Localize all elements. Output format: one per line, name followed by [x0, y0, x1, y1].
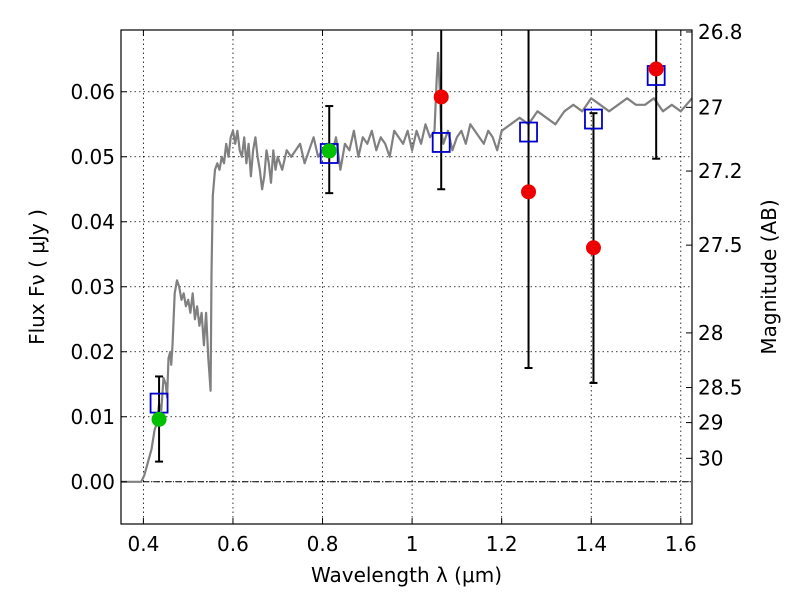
- grid-lines: [121, 30, 692, 524]
- plot-frame: [120, 29, 693, 525]
- nondetection-point: [433, 89, 449, 105]
- x-tick-label: 1.6: [665, 532, 697, 556]
- y-tick-label: 0.01: [70, 405, 115, 429]
- right-tick-label: 28: [698, 321, 723, 345]
- model-point-square: [431, 132, 451, 153]
- nondetection-point: [521, 184, 537, 200]
- y-tick-label: 0.04: [70, 210, 115, 234]
- x-tick-label: 1.2: [486, 532, 518, 556]
- y-tick-label: 0.06: [70, 80, 115, 104]
- plot-area: [121, 30, 693, 483]
- axis-ticks: 0.4 0.6 0.8 1 1.2 1.4 1.6 0.00 0.01 0.02 0.03 0.04 0…: [70, 20, 742, 556]
- detection-point: [321, 143, 337, 159]
- x-tick-label: 0.6: [217, 532, 249, 556]
- model-point-square: [519, 121, 538, 143]
- x-tick-label: 1.4: [575, 532, 607, 556]
- right-axis-label: Magnitude (AB): [757, 199, 781, 354]
- right-tick-label: 27.5: [698, 233, 743, 257]
- right-tick-label: 28.5: [698, 376, 743, 400]
- spectrum-line: [121, 51, 693, 483]
- right-tick-label: 27: [698, 95, 723, 119]
- nondetection-point: [648, 61, 664, 77]
- right-tick-label: 29: [698, 411, 723, 435]
- right-tick-label: 26.8: [698, 20, 743, 44]
- y-tick-label: 0.03: [70, 275, 115, 299]
- x-tick-label: 0.8: [307, 532, 339, 556]
- y-axis-label: Flux Fν ( μJy ): [25, 209, 49, 345]
- y-tick-label: 0.05: [70, 145, 115, 169]
- x-tick-label: 0.4: [127, 532, 159, 556]
- x-axis-label: Wavelength λ (μm): [311, 563, 502, 587]
- right-tick-label: 27.2: [698, 159, 743, 183]
- detection-point: [151, 411, 167, 427]
- y-tick-label: 0.02: [70, 340, 115, 364]
- model-point-square: [584, 108, 603, 130]
- nondetection-point: [585, 240, 601, 256]
- x-tick-label: 1: [406, 532, 419, 556]
- right-tick-label: 30: [698, 446, 723, 470]
- y-tick-label: 0.00: [70, 470, 115, 494]
